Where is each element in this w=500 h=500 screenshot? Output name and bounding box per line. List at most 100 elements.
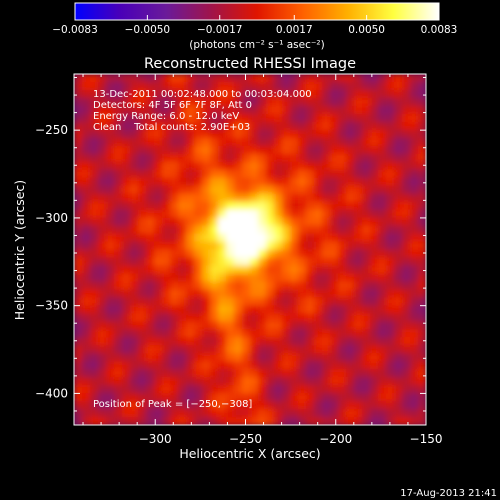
heatmap-cell — [74, 121, 83, 131]
heatmap-cell — [322, 337, 331, 346]
heatmap-cell — [202, 74, 211, 83]
heatmap-cell — [338, 153, 347, 163]
heatmap-cell — [242, 153, 251, 163]
heatmap-cell — [138, 185, 147, 195]
heatmap-cell — [242, 337, 251, 346]
heatmap-cell — [218, 169, 227, 179]
heatmap-cell — [378, 377, 387, 386]
heatmap-cell — [386, 193, 395, 203]
heatmap-cell — [82, 97, 91, 107]
heatmap-cell — [330, 273, 339, 283]
heatmap-cell — [130, 385, 139, 394]
y-axis: −250−300−350−400 — [35, 77, 426, 412]
heatmap-cell — [370, 74, 379, 83]
heatmap-cell — [74, 225, 83, 235]
heatmap-cell — [298, 377, 307, 386]
heatmap-cell — [82, 305, 91, 314]
heatmap-cell — [186, 241, 195, 251]
heatmap-cell — [90, 137, 99, 147]
heatmap-cell — [282, 105, 291, 115]
heatmap-cell — [354, 89, 363, 99]
heatmap-cell — [114, 409, 123, 418]
heatmap-cell — [410, 329, 419, 338]
heatmap-cell — [202, 273, 211, 283]
heatmap-cell — [298, 185, 307, 195]
heatmap-cell — [386, 241, 395, 251]
heatmap-cell — [306, 273, 315, 283]
heatmap-cell — [138, 145, 147, 155]
heatmap-cell — [338, 113, 347, 123]
heatmap-cell — [258, 401, 267, 410]
heatmap-cell — [130, 209, 139, 219]
heatmap-cell — [226, 345, 235, 354]
heatmap-cell — [402, 145, 411, 155]
heatmap-cell — [130, 297, 139, 306]
heatmap-cell — [386, 369, 395, 378]
heatmap-cell — [234, 193, 243, 203]
heatmap-cell — [170, 81, 179, 91]
heatmap-cell — [122, 393, 131, 402]
heatmap-cell — [218, 281, 227, 290]
heatmap-cell — [266, 113, 275, 123]
heatmap-cell — [162, 97, 171, 107]
heatmap-cell — [298, 417, 307, 425]
heatmap-cell — [154, 137, 163, 147]
heatmap-cell — [322, 89, 331, 99]
heatmap-cell — [298, 289, 307, 298]
heatmap-cell — [114, 209, 123, 219]
heatmap-cell — [74, 257, 83, 267]
heatmap-cell — [362, 273, 371, 283]
heatmap-cell — [394, 401, 403, 410]
heatmap-cell — [226, 385, 235, 394]
heatmap-cell — [362, 313, 371, 322]
heatmap-cell — [274, 281, 283, 290]
heatmap-cell — [242, 281, 251, 290]
heatmap-cell — [338, 377, 347, 386]
heatmap-cell — [258, 129, 267, 139]
heatmap-cell — [362, 321, 371, 330]
heatmap-cell — [378, 393, 387, 402]
heatmap-cell — [82, 169, 91, 179]
heatmap-cell — [154, 273, 163, 283]
heatmap-cell — [162, 169, 171, 179]
heatmap-cell — [266, 217, 275, 227]
heatmap-cell — [146, 417, 155, 425]
heatmap-cell — [146, 105, 155, 115]
heatmap-cell — [234, 209, 243, 219]
heatmap-cell — [394, 297, 403, 306]
heatmap-cell — [106, 113, 115, 123]
heatmap-cell — [186, 297, 195, 306]
colorbar-unit-label: (photons cm⁻² s⁻¹ asec⁻²) — [189, 39, 324, 51]
heatmap-cell — [154, 97, 163, 107]
heatmap-cell — [378, 337, 387, 346]
heatmap-cell — [154, 401, 163, 410]
heatmap-cell — [170, 225, 179, 235]
heatmap-cell — [114, 145, 123, 155]
heatmap-cell — [386, 177, 395, 187]
heatmap-cell — [290, 305, 299, 314]
heatmap-cell — [234, 409, 243, 418]
heatmap-cell — [162, 121, 171, 131]
heatmap-cell — [114, 297, 123, 306]
heatmap-cell — [370, 377, 379, 386]
heatmap-cell — [410, 313, 419, 322]
heatmap-cell — [210, 177, 219, 187]
heatmap-cell — [386, 257, 395, 267]
heatmap-cell — [82, 209, 91, 219]
heatmap-cell — [122, 193, 131, 203]
heatmap-cell — [290, 153, 299, 163]
heatmap-cell — [402, 321, 411, 330]
heatmap-cell — [322, 321, 331, 330]
heatmap-cell — [394, 369, 403, 378]
heatmap-cell — [354, 113, 363, 123]
heatmap-cell — [234, 145, 243, 155]
heatmap-cell — [346, 313, 355, 322]
heatmap-cell — [178, 153, 187, 163]
heatmap-cell — [130, 201, 139, 211]
heatmap-cell — [402, 97, 411, 107]
heatmap-cell — [146, 185, 155, 195]
heatmap-cell — [122, 209, 131, 219]
heatmap-cell — [82, 321, 91, 330]
heatmap-cell — [282, 321, 291, 330]
heatmap-cell — [138, 289, 147, 298]
